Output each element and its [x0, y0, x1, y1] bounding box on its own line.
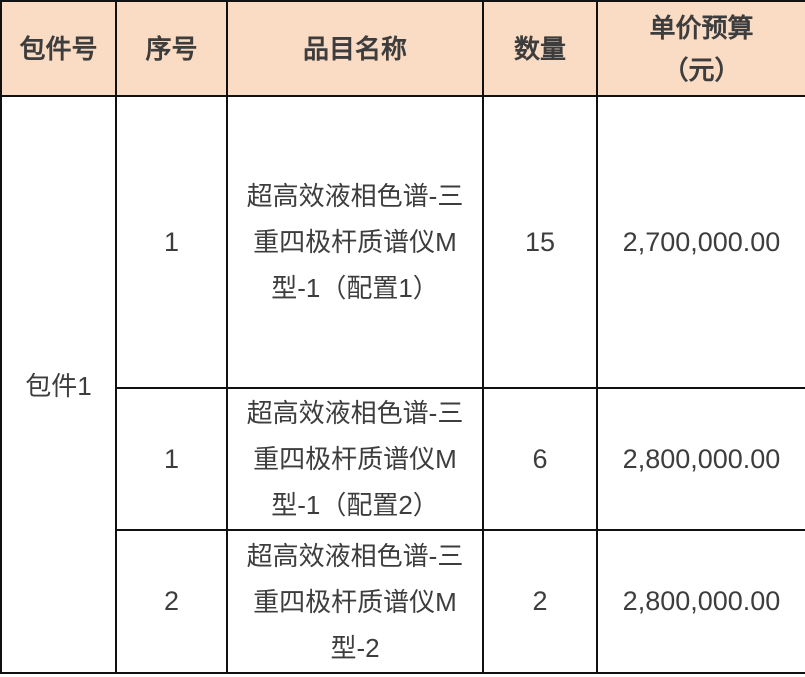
cell-quantity: 6: [482, 387, 598, 531]
cell-unit-price: 2,800,000.00: [596, 387, 805, 531]
table-header-row: 包件号 序号 品目名称 数量 单价预算 （元）: [0, 0, 805, 97]
cell-serial-number: 2: [115, 529, 228, 674]
header-item-name: 品目名称: [226, 0, 484, 97]
cell-unit-price: 2,700,000.00: [596, 95, 805, 389]
header-serial-number: 序号: [115, 0, 228, 97]
table-row: 包件1 1 超高效液相色谱-三 重四极杆质谱仪M 型-1（配置1） 15 2,7…: [0, 95, 805, 674]
header-unit-price-budget: 单价预算 （元）: [596, 0, 805, 97]
header-quantity: 数量: [482, 0, 598, 97]
cell-item-name: 超高效液相色谱-三 重四极杆质谱仪M 型-2: [226, 529, 484, 674]
cell-package-group: 包件1: [0, 95, 117, 674]
cell-quantity: 2: [482, 529, 598, 674]
cell-serial-number: 1: [115, 387, 228, 531]
header-package-number: 包件号: [0, 0, 117, 97]
table-row: 1 超高效液相色谱-三 重四极杆质谱仪M 型-1（配置2） 6 2,800,00…: [1, 387, 805, 531]
table-row: 2 超高效液相色谱-三 重四极杆质谱仪M 型-2 2 2,800,000.00: [1, 529, 805, 674]
cell-serial-number: 1: [115, 95, 228, 389]
cell-quantity: 15: [482, 95, 598, 389]
cell-item-name: 超高效液相色谱-三 重四极杆质谱仪M 型-1（配置2）: [226, 387, 484, 531]
cell-unit-price: 2,800,000.00: [596, 529, 805, 674]
cell-item-name: 超高效液相色谱-三 重四极杆质谱仪M 型-1（配置1）: [226, 95, 484, 389]
